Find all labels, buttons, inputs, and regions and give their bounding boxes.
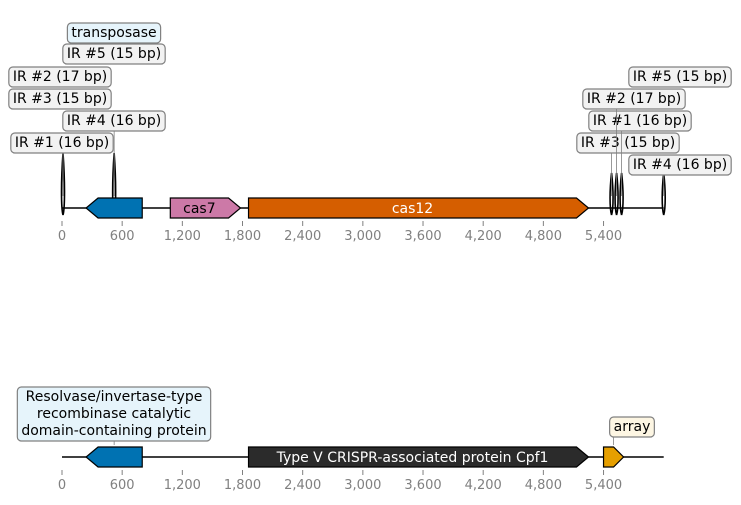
axis-tick-label: 3,600 bbox=[404, 478, 441, 493]
repeat-marker bbox=[661, 172, 667, 216]
feature-cas7 bbox=[169, 197, 242, 219]
callout-box: IR #2 (17 bp) bbox=[8, 66, 112, 88]
axis-tick-label: 1,800 bbox=[224, 229, 261, 244]
axis-tick-label: 5,400 bbox=[585, 229, 622, 244]
feature-array bbox=[602, 446, 625, 468]
axis-tick-label: 4,800 bbox=[525, 478, 562, 493]
callout-frame bbox=[8, 88, 112, 110]
axis-tick-label: 0 bbox=[58, 478, 66, 493]
feature-cpf1 bbox=[247, 446, 590, 468]
callout-label: IR #5 (15 bp) bbox=[633, 69, 727, 85]
callout-box: IR #5 (15 bp) bbox=[62, 43, 166, 65]
callout-frame bbox=[16, 386, 212, 442]
callout-frame bbox=[8, 66, 112, 88]
feature-label-cas7: cas7 bbox=[183, 201, 215, 217]
callout-label: IR #5 (15 bp) bbox=[67, 46, 161, 62]
callout-label: IR #3 (15 bp) bbox=[581, 135, 675, 151]
callout-frame bbox=[628, 154, 732, 176]
axis-tick-label: 4,200 bbox=[465, 478, 502, 493]
callout-label: IR #2 (17 bp) bbox=[13, 69, 107, 85]
callout-frame bbox=[576, 132, 680, 154]
callout-box: transposase bbox=[66, 22, 162, 44]
callout-label: IR #1 (16 bp) bbox=[15, 135, 109, 151]
callout-label: Resolvase/invertase-type recombinase cata… bbox=[21, 389, 206, 439]
callout-frame bbox=[588, 110, 692, 132]
callout-box: IR #3 (15 bp) bbox=[8, 88, 112, 110]
axis-tick-label: 4,800 bbox=[525, 229, 562, 244]
callout-frame bbox=[609, 416, 655, 438]
callout-box: IR #5 (15 bp) bbox=[628, 66, 732, 88]
repeat-marker bbox=[609, 172, 614, 216]
callout-label: array bbox=[614, 419, 651, 435]
feature-cas12 bbox=[247, 197, 590, 219]
feature-resolvase bbox=[85, 446, 143, 468]
callout-frame bbox=[62, 110, 166, 132]
callout-box: IR #1 (16 bp) bbox=[10, 132, 114, 196]
axis-tick-label: 3,600 bbox=[404, 229, 441, 244]
axis-tick-label: 600 bbox=[110, 229, 135, 244]
callout-frame bbox=[62, 43, 166, 65]
callout-frame bbox=[582, 88, 686, 110]
callout-box: IR #4 (16 bp) bbox=[628, 154, 732, 196]
repeat-marker bbox=[60, 152, 66, 216]
track-2: 0 600 1,200 1,800 2,400 3,000 3,600 4,200 4,800 5… bbox=[16, 386, 664, 493]
callout-label: IR #4 (16 bp) bbox=[633, 157, 727, 173]
track-1: 0 600 1,200 1,800 2,400 3,000 3,600 4,200 4,800 5… bbox=[8, 22, 732, 244]
axis-tick-label: 1,200 bbox=[164, 229, 201, 244]
callout-box: array bbox=[609, 416, 655, 445]
repeat-marker bbox=[619, 172, 624, 216]
callout-label: IR #4 (16 bp) bbox=[67, 113, 161, 129]
axis-tick-label: 600 bbox=[110, 478, 135, 493]
callout-box: IR #3 (15 bp) bbox=[576, 132, 680, 196]
axis-tick-label: 4,200 bbox=[465, 229, 502, 244]
callout-frame bbox=[628, 66, 732, 88]
axis-tick-label: 2,400 bbox=[284, 478, 321, 493]
callout-box: IR #2 (17 bp) bbox=[582, 88, 686, 196]
axis-tick-label: 5,400 bbox=[585, 478, 622, 493]
callout-label: IR #1 (16 bp) bbox=[593, 113, 687, 129]
axis-tick-label: 2,400 bbox=[284, 229, 321, 244]
axis-tick-label: 1,200 bbox=[164, 478, 201, 493]
axis-tick-label: 1,800 bbox=[224, 478, 261, 493]
callout-label: transposase bbox=[71, 25, 156, 41]
feature-label-cpf1: Type V CRISPR-associated protein Cpf1 bbox=[276, 450, 549, 466]
feature-label-cas12: cas12 bbox=[392, 201, 433, 217]
feature-transposase bbox=[85, 197, 143, 219]
callout-frame bbox=[66, 22, 162, 44]
axis-tick-label: 0 bbox=[58, 229, 66, 244]
callout-label: IR #2 (17 bp) bbox=[587, 91, 681, 107]
axis-tick-label: 3,000 bbox=[344, 229, 381, 244]
repeat-marker bbox=[614, 172, 619, 216]
callout-frame bbox=[10, 132, 114, 154]
callout-label: IR #3 (15 bp) bbox=[13, 91, 107, 107]
callout-box: Resolvase/invertase-type recombinase cata… bbox=[16, 386, 212, 445]
axis-tick-label: 3,000 bbox=[344, 478, 381, 493]
callout-box: IR #4 (16 bp) bbox=[62, 110, 166, 196]
